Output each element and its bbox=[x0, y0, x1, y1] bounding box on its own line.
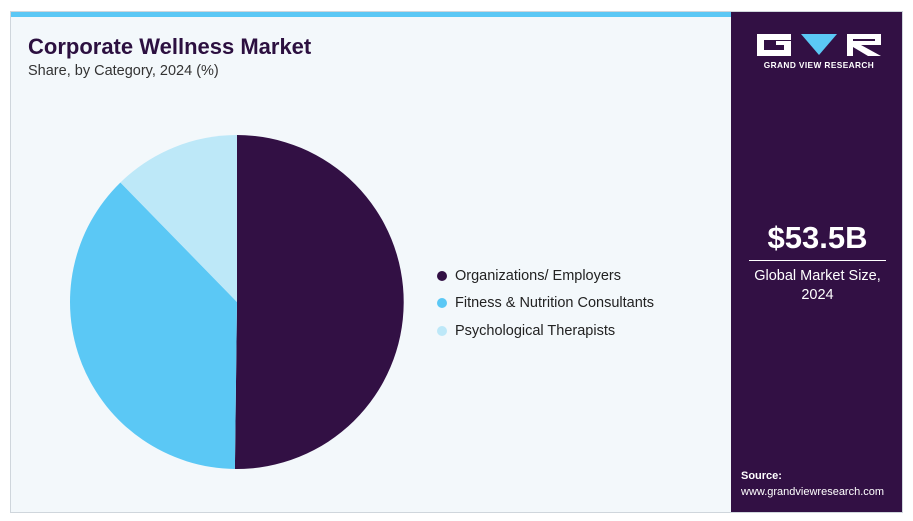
legend-swatch bbox=[437, 298, 447, 309]
pie-slice-0 bbox=[234, 135, 404, 469]
market-summary-panel: GRAND VIEW RESEARCH $53.5B Global Market… bbox=[731, 12, 902, 512]
legend-label: Psychological Therapists bbox=[455, 322, 616, 339]
legend-item: Fitness & Nutrition Consultants bbox=[437, 290, 654, 318]
brand-name: GRAND VIEW RESEARCH bbox=[763, 60, 875, 70]
legend-label: Organizations/ Employers bbox=[455, 267, 622, 284]
infographic-card: Corporate Wellness Market Share, by Cate… bbox=[10, 11, 903, 513]
legend-swatch bbox=[437, 270, 447, 281]
pie-slice-2 bbox=[120, 135, 237, 302]
pie-slice-1 bbox=[70, 182, 237, 469]
market-size-label: Global Market Size, 2024 bbox=[754, 268, 881, 303]
market-size-value: $53.5B bbox=[767, 220, 868, 255]
top-accent-bar bbox=[11, 12, 731, 17]
source-label: Source: bbox=[741, 470, 782, 482]
chart-legend: Organizations/ Employers Fitness & Nutrit… bbox=[437, 262, 654, 345]
value-divider bbox=[749, 260, 886, 261]
legend-item: Psychological Therapists bbox=[437, 317, 654, 345]
chart-subtitle: Share, by Category, 2024 (%) bbox=[28, 63, 219, 79]
legend-swatch bbox=[437, 325, 447, 336]
legend-item: Organizations/ Employers bbox=[437, 262, 654, 290]
chart-title: Corporate Wellness Market bbox=[28, 34, 312, 59]
legend-label: Fitness & Nutrition Consultants bbox=[455, 295, 655, 312]
gvr-logo-icon bbox=[757, 34, 881, 56]
pie-chart bbox=[70, 135, 404, 469]
source-link[interactable]: www.grandviewresearch.com bbox=[741, 486, 885, 498]
brand-logo: GRAND VIEW RESEARCH bbox=[757, 34, 881, 70]
